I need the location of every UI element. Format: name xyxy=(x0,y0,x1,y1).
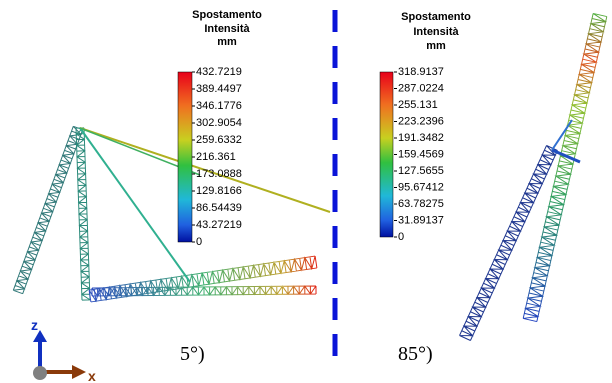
legend-label: 63.78275 xyxy=(398,198,444,210)
legend-label: 318.9137 xyxy=(398,66,444,78)
color-bar xyxy=(380,72,393,237)
legend-label: 302.9054 xyxy=(196,117,242,129)
caption: 85°) xyxy=(398,343,433,365)
axis-label: z xyxy=(31,317,38,333)
legend-label: 255.131 xyxy=(398,99,438,111)
truss xyxy=(523,13,607,321)
legend-title: Spostamento xyxy=(192,9,262,21)
legend-label: 389.4497 xyxy=(196,83,242,95)
legend-label: 173.0888 xyxy=(196,168,242,180)
legend-title: mm xyxy=(426,40,446,52)
axis-label: x xyxy=(88,368,96,383)
legend-label: 287.0224 xyxy=(398,82,444,94)
legend-label: 346.1776 xyxy=(196,100,242,112)
truss xyxy=(76,128,90,300)
legend-label: 31.89137 xyxy=(398,214,444,226)
truss xyxy=(92,286,316,296)
legend-label: 216.361 xyxy=(196,151,236,163)
legend-title: Spostamento xyxy=(401,11,471,23)
legend-label: 0 xyxy=(398,231,404,243)
legend-label: 432.7219 xyxy=(196,66,242,78)
legend-label: 159.4569 xyxy=(398,148,444,160)
legend-label: 259.6332 xyxy=(196,134,242,146)
legend-title: Intensità xyxy=(204,23,250,35)
legend-label: 129.8166 xyxy=(196,185,242,197)
caption: 5°) xyxy=(180,343,205,365)
legend-label: 127.5655 xyxy=(398,165,444,177)
legend-label: 223.2396 xyxy=(398,115,444,127)
figure: z x 5°) 85°) SpostamentoIntensitàmm432.7… xyxy=(0,0,612,383)
truss xyxy=(13,126,82,293)
cable xyxy=(80,128,190,282)
legend-label: 0 xyxy=(196,236,202,248)
legend-label: 86.54439 xyxy=(196,202,242,214)
legend-label: 191.3482 xyxy=(398,132,444,144)
legend-title: Intensità xyxy=(413,26,459,38)
axis-triad: z x xyxy=(31,317,96,383)
truss-drawings xyxy=(13,13,607,340)
legend-title: mm xyxy=(217,36,237,48)
legend-label: 43.27219 xyxy=(196,219,242,231)
legend-label: 95.67412 xyxy=(398,181,444,193)
color-bar xyxy=(178,72,192,242)
